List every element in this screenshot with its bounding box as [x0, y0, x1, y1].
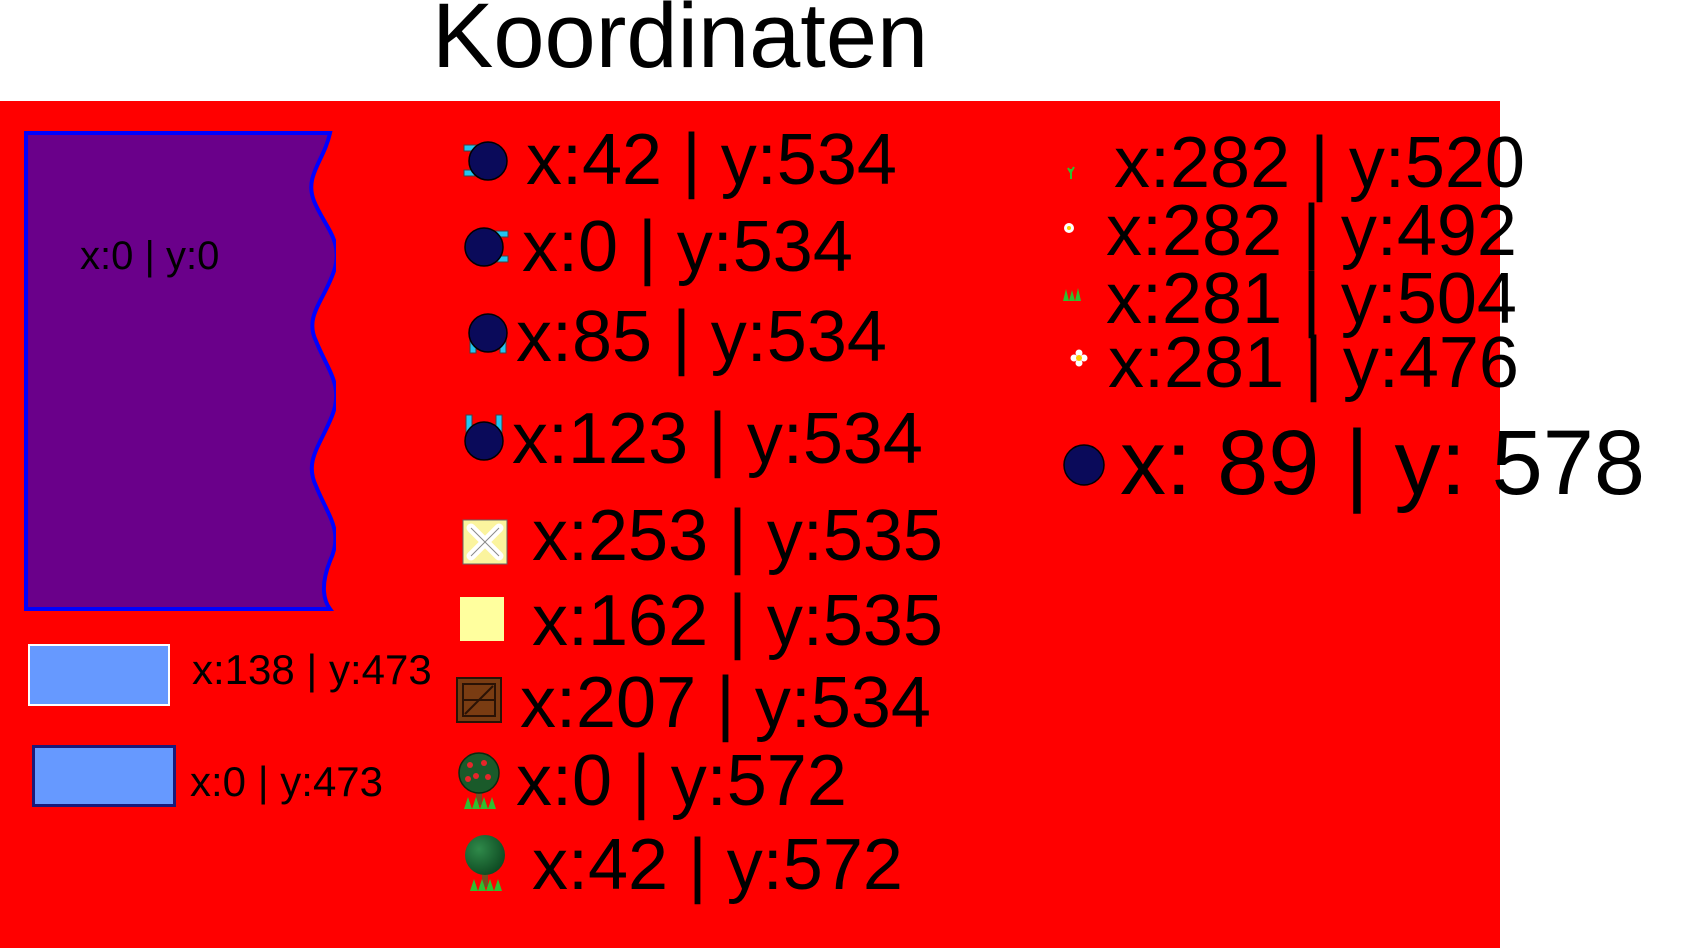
wooden-crate-icon — [456, 677, 502, 723]
water-label: x:0 | y:0 — [80, 234, 220, 278]
blue-ball-icon — [1063, 444, 1105, 486]
platform-label: x:0 | y:473 — [190, 758, 384, 805]
player-facing-left-icon — [463, 141, 508, 181]
player-facing-up-icon — [464, 414, 504, 461]
sprite-label: x:162 | y:535 — [532, 581, 943, 661]
page-title: Koordinaten — [432, 0, 929, 87]
water-area — [24, 131, 336, 611]
small-item-label: x:281 | y:504 — [1106, 259, 1517, 339]
sprite-label: x:85 | y:534 — [516, 297, 887, 377]
sprite-label: x:42 | y:534 — [526, 120, 897, 200]
white-flower-icon — [1070, 349, 1088, 367]
small-item-label: x:281 | y:476 — [1108, 323, 1519, 403]
ball-label: x: 89 | y: 578 — [1120, 412, 1646, 514]
yellow-tile-icon — [460, 597, 504, 641]
game-canvas: x:0 | y:0 x:138 | y:473 x:0 | y:473 x:42… — [0, 101, 1645, 948]
crossed-bones-tile-icon — [462, 519, 508, 565]
small-item-label: x:282 | y:492 — [1106, 191, 1517, 271]
green-tree-icon — [465, 835, 505, 891]
sprite-label: x:253 | y:535 — [532, 496, 943, 576]
light-blue-platform-dark-border — [32, 745, 176, 807]
sprite-label: x:123 | y:534 — [512, 399, 923, 479]
sprite-label: x:0 | y:572 — [516, 741, 847, 821]
grass-tuft-icon — [1063, 288, 1081, 301]
sprite-label: x:42 | y:572 — [532, 825, 903, 905]
tiny-flower-icon — [1064, 223, 1074, 233]
tiny-sprout-icon — [1067, 166, 1075, 179]
small-item-label: x:282 | y:520 — [1114, 123, 1525, 203]
apple-tree-icon — [458, 752, 500, 809]
sprite-label: x:207 | y:534 — [520, 663, 931, 743]
player-facing-down-icon — [468, 313, 508, 354]
player-facing-right-icon — [464, 227, 509, 267]
light-blue-platform-white-border — [28, 644, 170, 706]
sprite-label: x:0 | y:534 — [522, 207, 853, 287]
platform-label: x:138 | y:473 — [192, 646, 432, 693]
